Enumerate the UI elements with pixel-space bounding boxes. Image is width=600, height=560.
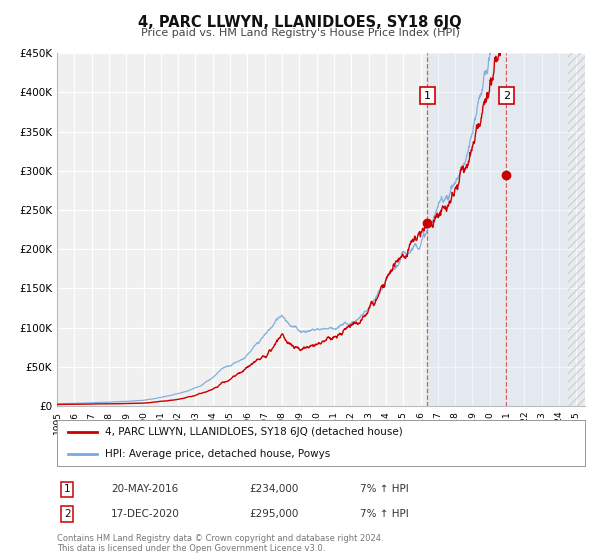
Text: This data is licensed under the Open Government Licence v3.0.: This data is licensed under the Open Gov… — [57, 544, 325, 553]
Text: 17-DEC-2020: 17-DEC-2020 — [111, 509, 180, 519]
Text: 4, PARC LLWYN, LLANIDLOES, SY18 6JQ: 4, PARC LLWYN, LLANIDLOES, SY18 6JQ — [138, 15, 462, 30]
Text: 2: 2 — [64, 509, 71, 519]
Text: 7% ↑ HPI: 7% ↑ HPI — [360, 509, 409, 519]
Text: 4, PARC LLWYN, LLANIDLOES, SY18 6JQ (detached house): 4, PARC LLWYN, LLANIDLOES, SY18 6JQ (det… — [104, 427, 402, 437]
Text: £234,000: £234,000 — [249, 484, 298, 494]
Bar — [506, 53, 568, 406]
Bar — [427, 53, 506, 406]
Text: 1: 1 — [64, 484, 71, 494]
Text: 7% ↑ HPI: 7% ↑ HPI — [360, 484, 409, 494]
Text: 1: 1 — [424, 91, 431, 101]
Text: £295,000: £295,000 — [249, 509, 298, 519]
Text: Price paid vs. HM Land Registry's House Price Index (HPI): Price paid vs. HM Land Registry's House … — [140, 28, 460, 38]
Bar — [568, 53, 585, 406]
Text: 20-MAY-2016: 20-MAY-2016 — [111, 484, 178, 494]
Text: Contains HM Land Registry data © Crown copyright and database right 2024.: Contains HM Land Registry data © Crown c… — [57, 534, 383, 543]
Text: 2: 2 — [503, 91, 510, 101]
Bar — [568, 53, 585, 406]
Text: HPI: Average price, detached house, Powys: HPI: Average price, detached house, Powy… — [104, 449, 330, 459]
